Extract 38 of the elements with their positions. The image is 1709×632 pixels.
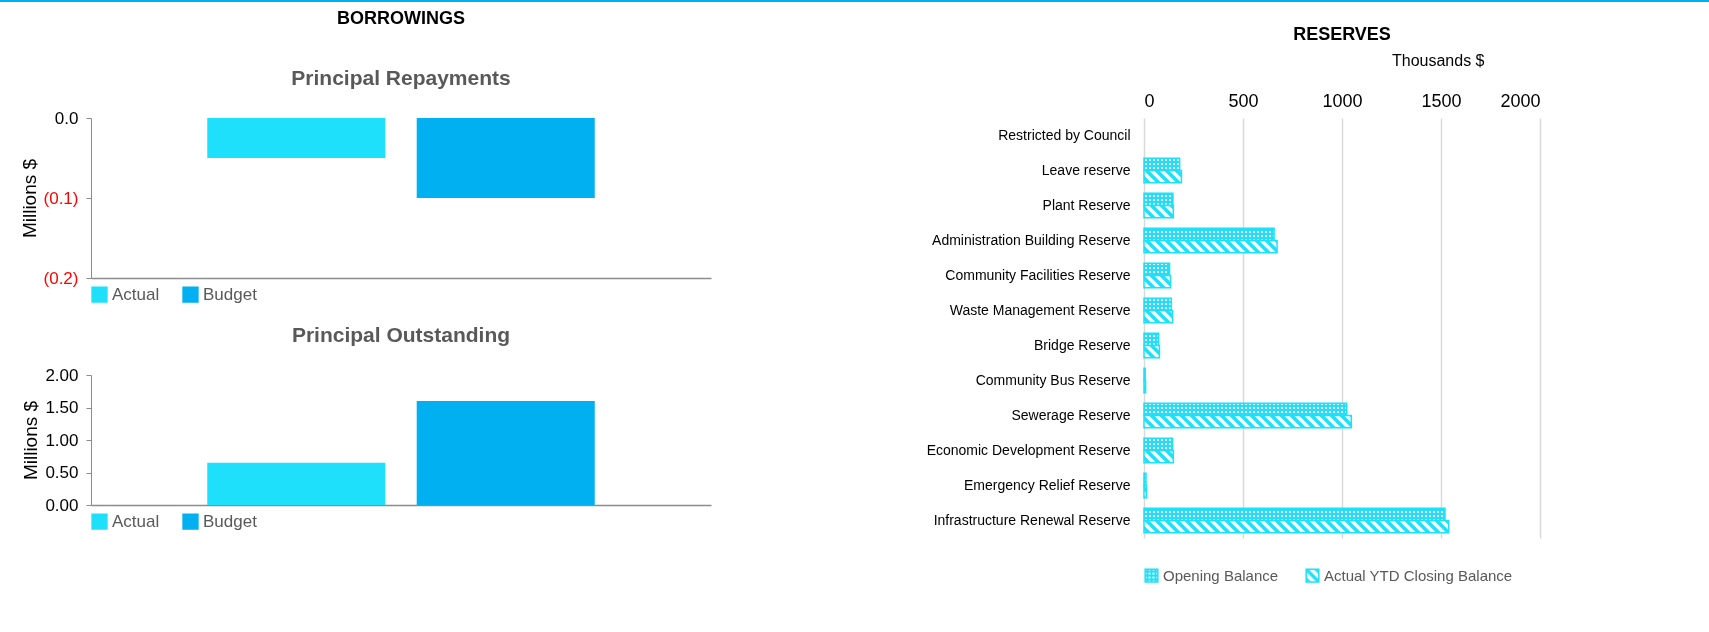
y-tick-label: Community Bus Reserve (975, 371, 1131, 388)
y-tick-label: 0.0 (54, 108, 79, 128)
y-tick-label: 0.00 (45, 495, 79, 515)
y-axis-title: Millions $ (18, 158, 40, 239)
y-tick-label: Economic Development Reserve (926, 441, 1131, 458)
x-tick-label: 1500 (1421, 90, 1462, 111)
y-tick-label: Leave reserve (1041, 161, 1131, 178)
legend-label: Actual (112, 511, 160, 531)
x-tick-label: 2000 (1500, 90, 1541, 111)
y-tick-label: Administration Building Reserve (932, 231, 1131, 248)
chart-title: Principal Outstanding (291, 323, 511, 346)
legend-label: Opening Balance (1163, 566, 1279, 584)
x-tick-label: 1000 (1322, 90, 1363, 111)
y-tick-label: 1.50 (45, 398, 79, 417)
y-tick-label: Emergency Relief Reserve (963, 476, 1131, 493)
legend-label: Budget (203, 284, 258, 304)
y-tick-label: Restricted by Council (998, 126, 1131, 143)
chart-title: BORROWINGS (337, 8, 465, 28)
y-tick-label: Bridge Reserve (1034, 336, 1131, 353)
y-tick-label: (0.2) (43, 268, 79, 288)
legend-label: Actual (112, 284, 160, 304)
y-tick-label: Plant Reserve (1042, 196, 1131, 213)
y-tick-label: Waste Management Reserve (949, 301, 1131, 318)
legend-label: Actual YTD Closing Balance (1324, 566, 1513, 584)
chart-title: RESERVES (1293, 24, 1391, 44)
y-tick-label: 2.00 (45, 365, 79, 385)
y-tick-label: Infrastructure Renewal Reserve (933, 511, 1131, 528)
x-tick-label: 0 (1144, 90, 1155, 111)
legend-label: Budget (203, 511, 258, 531)
chart-subtitle: Principal Repayments (291, 66, 511, 89)
x-tick-label: 500 (1228, 90, 1259, 111)
y-axis-title: Millions $ (20, 400, 42, 481)
y-tick-label: (0.1) (43, 188, 79, 208)
y-tick-label: Community Facilities Reserve (945, 266, 1131, 283)
x-axis-title: Thousands $ (1391, 51, 1485, 69)
y-tick-label: 0.50 (45, 463, 79, 482)
y-tick-label: 1.00 (45, 430, 79, 450)
y-tick-label: Sewerage Reserve (1011, 406, 1131, 423)
